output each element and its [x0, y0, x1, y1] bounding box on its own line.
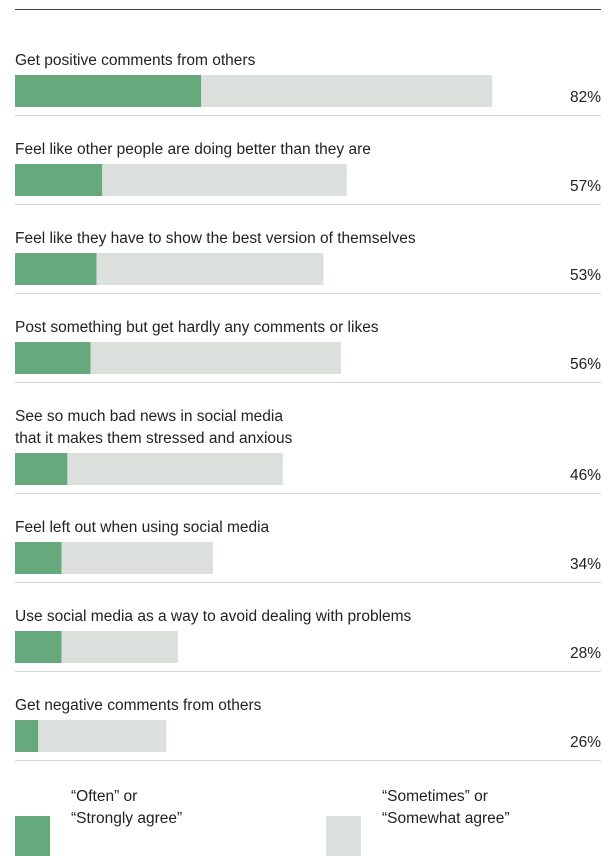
total-label: 26%	[570, 734, 601, 751]
legend-label-sometimes-line2: “Somewhat agree”	[382, 810, 510, 827]
bar-often	[15, 253, 97, 285]
category-label: Feel left out when using social media	[15, 519, 270, 536]
total-label: 57%	[570, 178, 601, 195]
category-label: Get positive comments from others	[15, 52, 256, 69]
category-label: Use social media as a way to avoid deali…	[15, 608, 412, 625]
legend-label-sometimes: “Sometimes” or “Somewhat agree”	[382, 786, 510, 830]
category-label: that it makes them stressed and anxious	[15, 430, 293, 447]
category-label: Get negative comments from others	[15, 697, 262, 714]
top-rule	[15, 9, 601, 10]
bar-sometimes	[90, 342, 341, 374]
bar-sometimes	[96, 253, 324, 285]
bar-often	[15, 164, 103, 196]
bar-sometimes	[61, 542, 213, 574]
category-label: See so much bad news in social media	[15, 408, 283, 425]
stacked-bar-chart: Get positive comments from others 82% Feel…	[15, 52, 601, 761]
legend-label-sometimes-line1: “Sometimes” or	[382, 788, 488, 805]
bar-often	[15, 631, 62, 663]
total-label: 56%	[570, 356, 601, 373]
bar-sometimes	[38, 720, 167, 752]
bar-often	[15, 542, 62, 574]
legend-label-often-line1: “Often” or	[71, 788, 138, 805]
bar-often	[15, 453, 68, 485]
legend-swatch-often	[15, 816, 50, 856]
category-label: Post something but get hardly any commen…	[15, 319, 379, 336]
total-label: 53%	[570, 267, 601, 284]
bar-often	[15, 75, 202, 107]
legend: “Often” or “Strongly agree” “Sometimes” …	[0, 786, 616, 856]
legend-swatch-sometimes	[326, 816, 361, 856]
legend-label-often-line2: “Strongly agree”	[71, 810, 183, 827]
total-label: 82%	[570, 89, 601, 106]
bar-sometimes	[201, 75, 493, 107]
category-label: Feel like other people are doing better …	[15, 141, 371, 158]
bar-often	[15, 342, 91, 374]
total-label: 28%	[570, 645, 601, 662]
total-label: 34%	[570, 556, 601, 573]
bar-sometimes	[61, 631, 178, 663]
bar-often	[15, 720, 39, 752]
total-label: 46%	[570, 467, 601, 484]
bar-sometimes	[67, 453, 283, 485]
category-label: Feel like they have to show the best ver…	[15, 230, 416, 247]
legend-label-often: “Often” or “Strongly agree”	[71, 786, 182, 830]
bar-sometimes	[102, 164, 347, 196]
